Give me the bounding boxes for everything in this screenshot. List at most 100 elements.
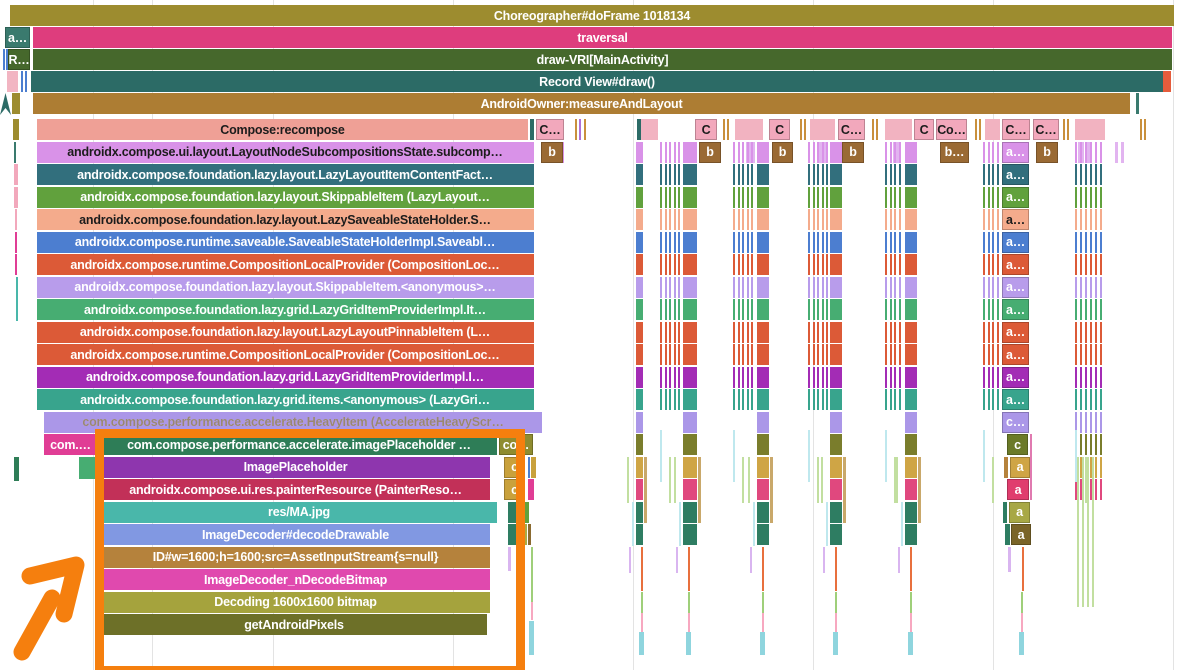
slice-subcompositions[interactable]: androidx.compose.ui.layout.LayoutNodeSub… xyxy=(37,141,533,163)
flame-sliver[interactable] xyxy=(1092,457,1094,607)
flame-sliver[interactable] xyxy=(1140,119,1142,140)
mini-slice[interactable] xyxy=(733,141,735,163)
flame-sliver[interactable] xyxy=(835,591,837,614)
mini-slice[interactable] xyxy=(885,299,887,320)
mini-slice[interactable] xyxy=(905,186,917,208)
slice-image-placeholder-fn[interactable]: com.compose.performance.accelerate.image… xyxy=(101,434,497,455)
mini-slice[interactable] xyxy=(812,389,815,410)
mini-slice[interactable] xyxy=(894,389,896,410)
mini-slice[interactable] xyxy=(826,299,828,320)
mini-slice[interactable] xyxy=(757,434,769,455)
mini-slice[interactable] xyxy=(737,186,740,208)
mini-slice[interactable] xyxy=(996,321,999,343)
mini-slice[interactable] xyxy=(757,479,769,500)
mini-slice[interactable] xyxy=(1080,366,1082,388)
mini-slice[interactable] xyxy=(664,231,667,253)
mini-slice[interactable] xyxy=(894,276,896,298)
mini-slice[interactable] xyxy=(992,186,994,208)
flame-sliver[interactable] xyxy=(762,546,764,591)
mini-slice[interactable] xyxy=(733,366,735,388)
flame-sliver[interactable] xyxy=(742,457,744,503)
mini-slice[interactable] xyxy=(664,209,667,230)
mini-slice[interactable] xyxy=(987,209,990,230)
mini-slice[interactable] xyxy=(733,186,735,208)
mini-slice[interactable] xyxy=(673,344,676,365)
mini-slice[interactable] xyxy=(1095,254,1097,275)
mini-slice[interactable] xyxy=(1090,231,1092,253)
mini-slice[interactable] xyxy=(898,231,901,253)
mini-slice[interactable] xyxy=(905,411,917,433)
mini-slice[interactable] xyxy=(757,141,769,163)
mini-slice[interactable] xyxy=(992,141,994,163)
mini-slice[interactable] xyxy=(830,479,842,500)
mini-slice[interactable] xyxy=(733,209,735,230)
mini-slice[interactable] xyxy=(1080,389,1082,410)
flame-sliver[interactable] xyxy=(750,546,752,573)
mini-slice[interactable] xyxy=(821,276,824,298)
flame-sliver[interactable] xyxy=(1136,93,1139,114)
flame-sliver[interactable] xyxy=(1063,119,1065,140)
mini-slice[interactable] xyxy=(905,164,917,185)
mini-slice[interactable] xyxy=(885,366,887,388)
slice-a-small-traversal[interactable]: a… xyxy=(5,27,30,48)
slice-acol-22[interactable]: a xyxy=(1007,479,1029,500)
slice-acol-23[interactable]: a xyxy=(1009,501,1030,523)
mini-slice[interactable] xyxy=(757,164,769,185)
mini-slice[interactable] xyxy=(983,186,985,208)
slice-grid-item-provider-1[interactable]: androidx.compose.foundation.lazy.grid.La… xyxy=(37,299,533,320)
mini-slice[interactable] xyxy=(821,344,824,365)
mini-slice[interactable] xyxy=(1090,299,1092,320)
mini-slice[interactable] xyxy=(983,389,985,410)
mini-slice[interactable] xyxy=(905,321,917,343)
mini-slice[interactable] xyxy=(1085,344,1087,365)
mini-slice[interactable] xyxy=(751,164,753,185)
mini-slice[interactable] xyxy=(683,299,697,320)
mini-slice[interactable] xyxy=(757,186,769,208)
flame-sliver[interactable] xyxy=(723,119,725,140)
mini-slice[interactable] xyxy=(1095,411,1097,433)
mini-slice[interactable] xyxy=(1090,389,1092,410)
flame-sliver[interactable] xyxy=(627,456,629,503)
mini-slice[interactable] xyxy=(636,411,643,433)
mini-slice[interactable] xyxy=(757,321,769,343)
flame-sliver[interactable] xyxy=(910,591,912,614)
slice-grid-items-anon[interactable]: androidx.compose.foundation.lazy.grid.it… xyxy=(37,389,533,410)
mini-slice[interactable] xyxy=(660,209,662,230)
mini-slice[interactable] xyxy=(1095,456,1097,478)
mini-slice[interactable] xyxy=(751,186,753,208)
mini-slice[interactable] xyxy=(830,524,842,545)
mini-slice[interactable] xyxy=(889,366,892,388)
mini-slice[interactable] xyxy=(983,209,985,230)
flame-sliver[interactable] xyxy=(14,141,16,163)
mini-slice[interactable] xyxy=(983,321,985,343)
mini-slice[interactable] xyxy=(905,231,917,253)
flame-sliver[interactable] xyxy=(896,456,898,503)
mini-slice[interactable] xyxy=(757,524,769,545)
mini-slice[interactable] xyxy=(1085,389,1087,410)
flame-sliver[interactable] xyxy=(674,456,676,503)
mini-slice[interactable] xyxy=(669,344,671,365)
flame-sliver[interactable] xyxy=(760,632,765,655)
mini-slice[interactable] xyxy=(817,321,819,343)
slice-ndecode-bitmap[interactable]: ImageDecoder_nDecodeBitmap xyxy=(101,569,490,590)
flame-sliver[interactable] xyxy=(575,119,577,140)
mini-slice[interactable] xyxy=(757,209,769,230)
slice-saveable-impl[interactable]: androidx.compose.runtime.saveable.Saveab… xyxy=(37,231,533,253)
mini-slice[interactable] xyxy=(808,141,810,163)
mini-slice[interactable] xyxy=(987,389,990,410)
slice-grid-item-provider-2[interactable]: androidx.compose.foundation.lazy.grid.La… xyxy=(37,366,533,388)
mini-slice[interactable] xyxy=(669,321,671,343)
mini-slice[interactable] xyxy=(751,209,753,230)
mini-slice[interactable] xyxy=(669,389,671,410)
flame-sliver[interactable] xyxy=(12,93,20,114)
mini-slice[interactable] xyxy=(894,366,896,388)
mini-slice[interactable] xyxy=(894,321,896,343)
mini-slice[interactable] xyxy=(530,119,534,140)
mini-slice[interactable] xyxy=(830,501,842,523)
mini-slice[interactable] xyxy=(737,344,740,365)
mini-slice[interactable] xyxy=(683,434,697,455)
mini-slice[interactable] xyxy=(757,231,769,253)
flame-sliver[interactable] xyxy=(579,119,581,140)
mini-slice[interactable] xyxy=(636,456,643,478)
mini-slice[interactable] xyxy=(1080,321,1082,343)
